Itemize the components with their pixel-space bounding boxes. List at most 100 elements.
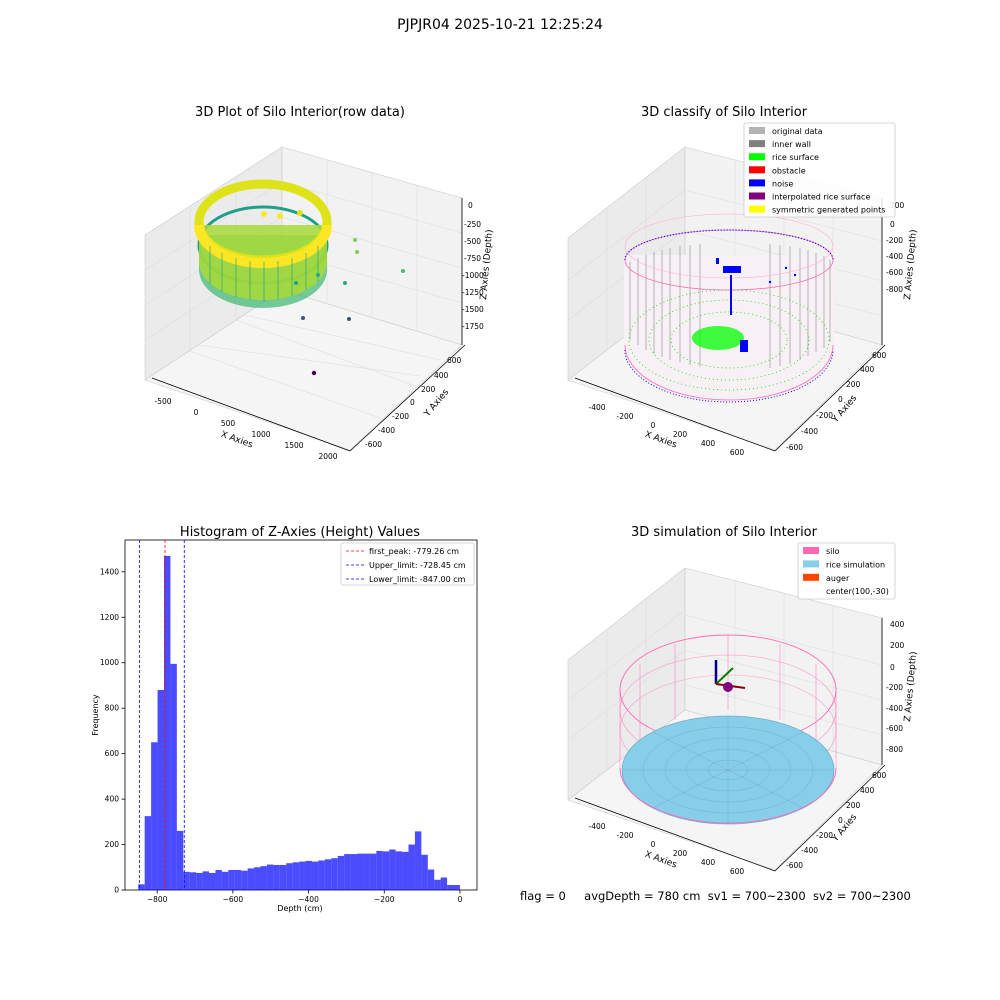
histogram-bar <box>221 871 229 890</box>
raw-y-axis <box>349 344 466 452</box>
histogram-bar <box>215 870 222 890</box>
raw-panel: 3D Plot of Silo Interior(row data) <box>144 105 495 461</box>
legend-label: original data <box>772 127 823 136</box>
svg-text:400: 400 <box>701 858 716 867</box>
raw-xlabel: X Axies <box>219 430 254 451</box>
svg-text:-600: -600 <box>786 861 803 870</box>
x-tick-label: 0 <box>458 895 463 904</box>
svg-text:0: 0 <box>838 816 843 825</box>
histogram-bar <box>440 877 448 890</box>
histogram-bar <box>414 831 422 890</box>
histogram-bar <box>266 864 274 890</box>
svg-text:-600: -600 <box>365 440 382 449</box>
svg-text:-400: -400 <box>801 427 818 436</box>
histogram-bar <box>286 863 293 890</box>
raw-ring-front <box>194 224 332 268</box>
classify-z-ticks: 200 0 -200 -400 -600 -800 <box>886 201 905 294</box>
histogram-bar <box>273 865 280 890</box>
svg-text:-400: -400 <box>801 846 818 855</box>
histogram-bar <box>447 885 454 890</box>
svg-text:-400: -400 <box>378 426 395 435</box>
svg-text:400: 400 <box>434 371 449 380</box>
simulation-auger <box>714 660 746 692</box>
svg-text:600: 600 <box>447 356 462 365</box>
svg-text:600: 600 <box>730 448 745 457</box>
y-tick-label: 1400 <box>100 567 119 576</box>
histogram-x-ticks: −800 −600 −400 −200 0 <box>147 890 463 904</box>
classify-zlabel: Z Axies (Depth) <box>903 229 919 300</box>
flag-text: flag = 0 <box>520 889 566 903</box>
svg-text:0: 0 <box>410 398 415 407</box>
histogram-bar <box>151 742 158 890</box>
y-tick-label: 400 <box>105 795 120 804</box>
histogram-bar <box>228 870 235 890</box>
svg-text:200: 200 <box>846 801 861 810</box>
y-tick-label: 600 <box>105 749 120 758</box>
histogram-reference-lines <box>138 540 185 890</box>
histogram-bar <box>234 870 242 890</box>
legend-label: rice surface <box>772 153 819 162</box>
svg-text:600: 600 <box>872 771 887 780</box>
classify-noise-rim <box>624 229 834 261</box>
histogram-bar <box>402 851 409 890</box>
svg-text:-800: -800 <box>886 285 903 294</box>
simulation-x-axis <box>574 797 776 872</box>
legend-swatch <box>749 166 765 174</box>
classify-y-ticks: 600 400 200 0 -200 -400 -600 <box>786 351 887 452</box>
legend-label: Upper_limit: -728.45 cm <box>369 561 466 570</box>
raw-title: 3D Plot of Silo Interior(row data) <box>195 105 405 120</box>
svg-text:400: 400 <box>860 365 875 374</box>
legend-label: center(100,-30) <box>826 587 889 596</box>
legend-label: Lower_limit: -847.00 cm <box>369 575 466 584</box>
y-tick-label: 200 <box>105 840 120 849</box>
classify-noise-cluster <box>716 258 797 352</box>
y-tick-label: 1000 <box>100 658 119 667</box>
legend-swatch <box>749 179 765 187</box>
svg-text:-200: -200 <box>886 236 903 245</box>
histogram-xlabel: Depth (cm) <box>277 904 322 913</box>
classify-rice-ring-3 <box>670 311 788 369</box>
histogram-bar <box>176 830 184 890</box>
histogram-bars <box>138 555 460 890</box>
simulation-silo-bottom <box>619 767 837 824</box>
histogram-bar <box>254 867 261 890</box>
svg-text:-600: -600 <box>786 443 803 452</box>
sv2-text: sv2 = 700~2300 <box>812 889 911 903</box>
legend-swatch <box>749 153 765 161</box>
histogram-bar <box>202 871 210 890</box>
svg-text:-250: -250 <box>464 220 481 229</box>
histogram-bar <box>299 861 306 890</box>
raw-zlabel: Z Axies (Depth) <box>479 229 495 300</box>
histogram-y-ticks: 0 200 400 600 800 1000 1200 1400 <box>100 567 125 895</box>
y-tick-label: 1200 <box>100 613 119 622</box>
classify-legend: original data inner wall rice surface obsta… <box>743 122 896 218</box>
legend-swatch <box>803 573 819 581</box>
svg-text:-200: -200 <box>616 831 633 840</box>
svg-text:0: 0 <box>651 840 656 849</box>
raw-x-ticks: -500 0 500 1000 1500 2000 <box>154 397 337 461</box>
simulation-z-ticks: 400 200 0 -200 -400 -600 -800 <box>886 620 905 754</box>
histogram-bar <box>389 849 396 890</box>
svg-text:1500: 1500 <box>284 441 303 450</box>
histogram-bar <box>324 859 332 890</box>
histogram-bar <box>157 690 164 890</box>
y-tick-label: 0 <box>114 886 119 895</box>
svg-text:400: 400 <box>860 786 875 795</box>
svg-text:400: 400 <box>890 620 905 629</box>
histogram-bar <box>170 663 177 890</box>
histogram-bar <box>305 860 312 890</box>
svg-text:600: 600 <box>872 351 887 360</box>
classify-silo-rim <box>624 213 834 279</box>
histogram-title: Histogram of Z-Axies (Height) Values <box>180 525 420 540</box>
legend-swatch <box>749 192 765 200</box>
legend-label: symmetric generated points <box>772 206 885 215</box>
svg-text:1000: 1000 <box>251 430 270 439</box>
svg-text:-400: -400 <box>886 252 903 261</box>
simulation-panel: 3D simulation of Silo Interior <box>567 525 919 876</box>
legend-label: auger <box>826 574 850 583</box>
svg-text:-800: -800 <box>886 745 903 754</box>
svg-text:-500: -500 <box>154 397 171 406</box>
histogram-bar <box>163 555 171 890</box>
raw-x-axis <box>151 377 351 452</box>
